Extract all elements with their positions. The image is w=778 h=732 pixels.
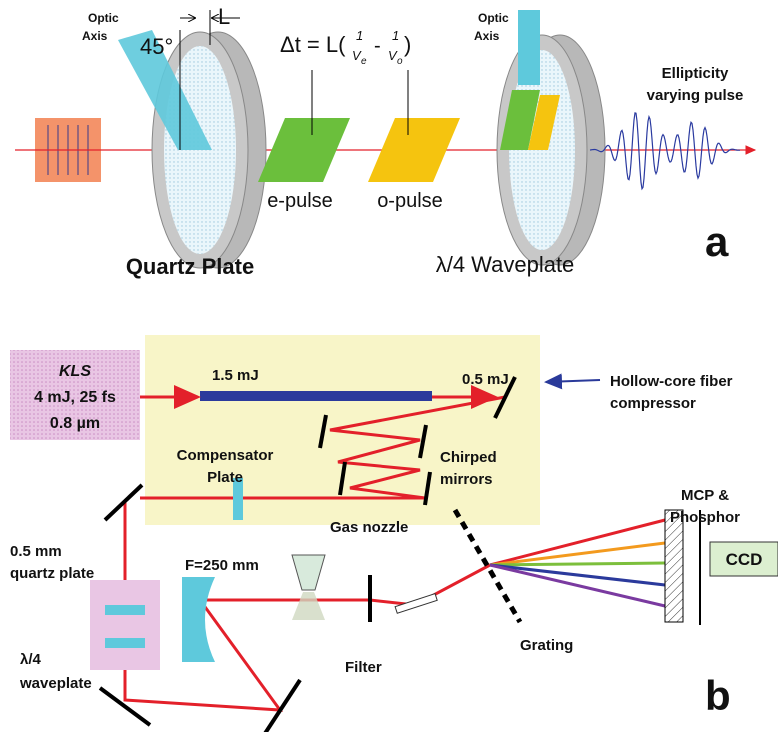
label: CCD (726, 550, 763, 569)
panel-letter: b (705, 672, 731, 719)
e-pulse-shape (258, 118, 350, 182)
formula: ) (404, 32, 411, 57)
panel-letter: a (705, 218, 729, 265)
label: o-pulse (377, 190, 443, 212)
formula: - (374, 35, 381, 57)
formula: e (361, 56, 367, 67)
output-pulse (590, 113, 740, 189)
formula: 1 (356, 28, 363, 43)
diagram: OpticAxis 45° L Δt = L( 1 V e - 1 V o ) … (0, 0, 778, 732)
label: 1.5 mJ (212, 367, 259, 384)
label: Grating (520, 637, 573, 654)
label: λ/4 Waveplate (436, 252, 575, 277)
label: 45° (140, 34, 173, 59)
formula: Δt = L( (280, 32, 346, 57)
focusing-mirror (182, 577, 215, 662)
label: MCP &Phosphor (670, 487, 740, 526)
label: e-pulse (267, 190, 333, 212)
waveplate (105, 638, 145, 648)
o-pulse-shape (368, 118, 460, 182)
label: L (218, 4, 230, 29)
label: 0.5 mJ (462, 371, 509, 388)
optic-axis-bar (518, 10, 540, 85)
hollow-fiber (200, 391, 432, 401)
label: Filter (345, 659, 382, 676)
gas-jet (292, 592, 325, 620)
label: F=250 mm (185, 557, 259, 574)
formula: 1 (392, 28, 399, 43)
label: Gas nozzle (330, 519, 408, 536)
quartz-plate (105, 605, 145, 615)
pointer-arrow (546, 380, 600, 382)
formula: o (397, 56, 403, 67)
mcp (665, 510, 683, 622)
label: Quartz Plate (126, 254, 254, 279)
spectrum (490, 520, 665, 606)
gas-nozzle (292, 555, 325, 590)
quartz-box (90, 580, 160, 670)
